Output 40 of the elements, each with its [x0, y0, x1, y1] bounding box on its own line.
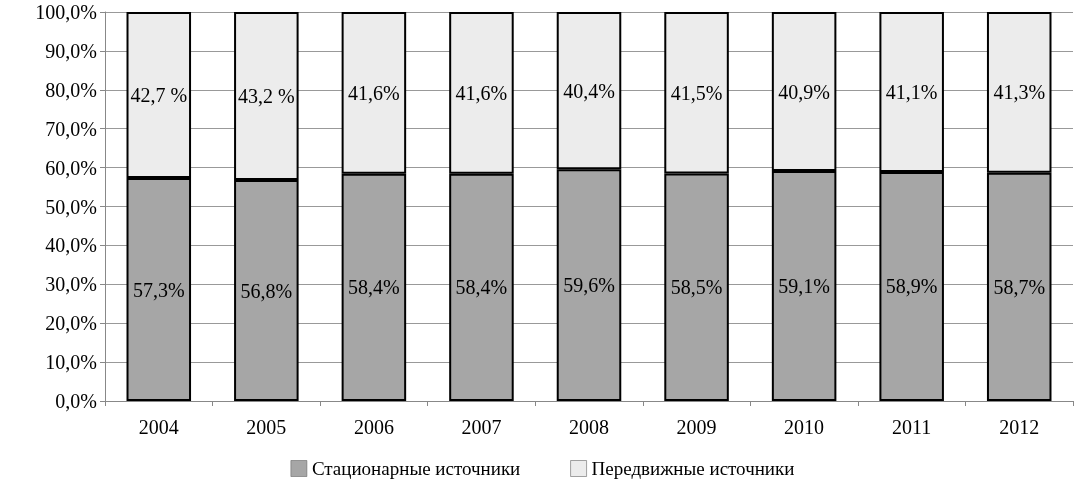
data-label: 58,4% [348, 276, 400, 299]
x-tick-label: 2010 [784, 416, 825, 438]
data-label: 57,3% [132, 278, 185, 301]
x-tick-label: 2005 [246, 416, 287, 438]
data-label: 41,1% [885, 80, 938, 103]
y-tick-label: 50,0% [45, 195, 97, 218]
data-label: 41,5% [670, 81, 723, 104]
data-label: 43,2 % [238, 85, 295, 108]
y-tick-label: 100,0% [35, 1, 97, 23]
y-tick-label: 80,0% [45, 78, 97, 101]
data-label: 42,7 % [130, 84, 188, 107]
data-label: 56,8% [240, 279, 293, 302]
y-tick-label: 60,0% [45, 156, 97, 179]
y-tick-label: 30,0% [45, 273, 97, 296]
x-tick-label: 2006 [353, 416, 394, 438]
data-label: 41,3% [993, 81, 1046, 104]
data-label: 59,6% [563, 274, 615, 297]
x-tick-label: 2012 [999, 416, 1040, 438]
y-tick-label: 10,0% [45, 351, 97, 374]
data-label: 40,4% [563, 79, 615, 102]
data-label: 58,9% [885, 275, 938, 298]
x-tick-label: 2008 [569, 416, 609, 438]
y-tick-label: 0,0% [55, 390, 97, 412]
y-tick-label: 90,0% [45, 39, 97, 62]
legend-label: Передвижные источники [591, 458, 795, 479]
data-label: 58,7% [993, 275, 1046, 298]
data-label: 41,6% [348, 81, 400, 104]
legend-label: Стационарные источники [311, 458, 521, 479]
data-label: 40,9% [778, 80, 830, 103]
data-label: 59,1% [778, 275, 830, 298]
x-tick-label: 2009 [676, 416, 717, 438]
data-label: 58,4% [455, 276, 508, 299]
x-tick-label: 2004 [138, 416, 179, 438]
data-label: 58,5% [670, 276, 723, 299]
x-tick-label: 2007 [461, 416, 502, 438]
data-label: 41,6% [455, 81, 508, 104]
y-tick-label: 20,0% [45, 312, 97, 335]
y-tick-label: 40,0% [45, 234, 97, 257]
y-tick-label: 70,0% [45, 117, 97, 140]
x-tick-label: 2011 [892, 416, 932, 438]
